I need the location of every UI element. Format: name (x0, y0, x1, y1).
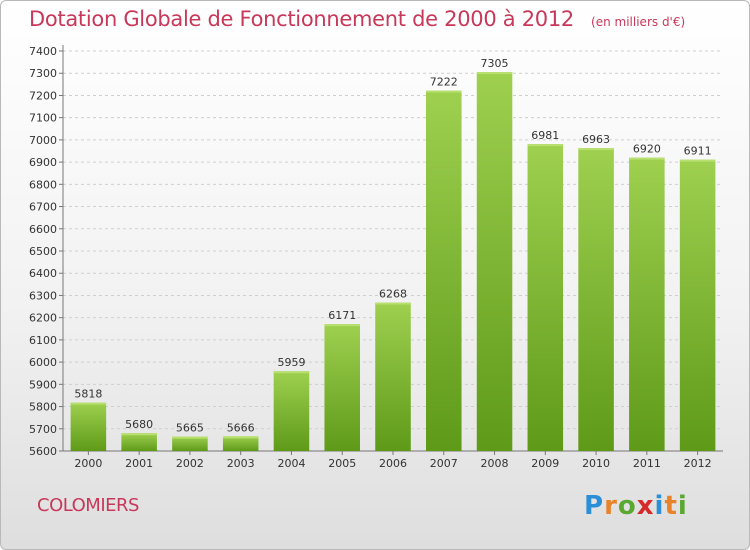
y-tick-label: 6800 (29, 178, 57, 191)
x-tick-label-2011: 2011 (633, 457, 661, 470)
y-tick-label: 6200 (29, 312, 57, 325)
value-label-2010: 6963 (582, 133, 610, 146)
x-tick-label-2002: 2002 (176, 457, 204, 470)
title-row: Dotation Globale de Fonctionnement de 20… (29, 7, 685, 31)
y-tick-label: 6400 (29, 267, 57, 280)
value-label-2008: 7305 (481, 57, 509, 70)
y-tick-label: 6900 (29, 156, 57, 169)
bar-2004 (273, 371, 310, 451)
bar-highlight (172, 436, 208, 439)
x-tick-label-2000: 2000 (74, 457, 102, 470)
bar-highlight (375, 302, 411, 305)
y-tick-label: 5700 (29, 423, 57, 436)
value-label-2006: 6268 (379, 288, 407, 301)
bar-highlight (222, 436, 259, 439)
x-tick-label-2009: 2009 (531, 457, 559, 470)
x-tick-label-2008: 2008 (481, 457, 509, 470)
logo-letter: t (664, 491, 678, 521)
bar-2000 (70, 402, 107, 451)
y-tick-label: 7200 (29, 89, 57, 102)
logo-letter: o (617, 491, 637, 521)
y-tick-label: 5600 (29, 445, 57, 458)
value-label-2011: 6920 (633, 143, 661, 156)
y-tick-label: 6000 (29, 356, 57, 369)
chart-subtitle: (en milliers d'€) (591, 15, 686, 29)
bar-highlight (121, 433, 157, 436)
logo-letter: r (604, 491, 618, 521)
logo-letter: P (584, 491, 605, 521)
y-tick-label: 7000 (29, 134, 57, 147)
bar-highlight (70, 402, 107, 405)
bar-highlight (426, 90, 462, 93)
value-label-2004: 5959 (277, 356, 305, 369)
x-tick-label-2004: 2004 (277, 457, 305, 470)
x-tick-label-2005: 2005 (328, 457, 356, 470)
y-tick-label: 6300 (29, 289, 57, 302)
bar-highlight (527, 144, 564, 147)
x-tick-label-2001: 2001 (125, 457, 153, 470)
x-tick-label-2010: 2010 (582, 457, 610, 470)
y-tick-label: 7100 (29, 112, 57, 125)
value-label-2002: 5665 (176, 422, 204, 435)
bar-2005 (324, 324, 360, 451)
chart-title: Dotation Globale de Fonctionnement de 20… (29, 7, 574, 31)
bar-2008 (476, 72, 513, 451)
y-tick-label: 6600 (29, 223, 57, 236)
y-tick-label: 7400 (29, 45, 57, 58)
bar-2002 (172, 436, 208, 451)
city-name: COLOMIERS (37, 495, 139, 516)
bar-highlight (578, 148, 614, 151)
logo-letter: i (654, 491, 665, 521)
y-tick-label: 6500 (29, 245, 57, 258)
logo-letter: x (636, 491, 655, 521)
value-label-2000: 5818 (74, 388, 102, 401)
bar-2006 (375, 302, 411, 451)
value-label-2003: 5666 (227, 421, 255, 434)
x-tick-label-2012: 2012 (684, 457, 712, 470)
y-tick-label: 6700 (29, 201, 57, 214)
bar-highlight (629, 157, 665, 160)
x-tick-label-2003: 2003 (227, 457, 255, 470)
value-labels: 5818 5680 5665 5666 5959 6171 6268 7222 7305 6981… (74, 57, 711, 434)
x-tick-label-2006: 2006 (379, 457, 407, 470)
bar-highlight (476, 72, 513, 75)
value-label-2009: 6981 (531, 129, 559, 142)
proxiti-logo: Proxiti (584, 491, 688, 521)
value-label-2005: 6171 (328, 309, 356, 322)
value-label-2012: 6911 (684, 145, 712, 158)
value-label-2007: 7222 (430, 76, 458, 89)
y-tick-label: 7300 (29, 67, 57, 80)
bars (70, 72, 716, 452)
x-tick-label-2007: 2007 (430, 457, 458, 470)
bar-2001 (121, 433, 157, 451)
logo-letter: i (677, 491, 688, 521)
bar-2009 (527, 144, 564, 451)
bar-2010 (578, 148, 614, 451)
value-label-2001: 5680 (125, 418, 153, 431)
bar-2012 (679, 159, 716, 451)
bar-2011 (629, 157, 665, 451)
y-tick-label: 6100 (29, 334, 57, 347)
bar-highlight (679, 159, 716, 162)
axes: 5600 5700 5800 5900 6000 6100 6200 6300 6400 6500… (29, 45, 723, 470)
bar-2003 (222, 436, 259, 451)
bar-highlight (324, 324, 360, 327)
bar-highlight (273, 371, 310, 374)
y-tick-label: 5900 (29, 378, 57, 391)
bar-2007 (426, 90, 462, 452)
y-tick-label: 5800 (29, 401, 57, 414)
